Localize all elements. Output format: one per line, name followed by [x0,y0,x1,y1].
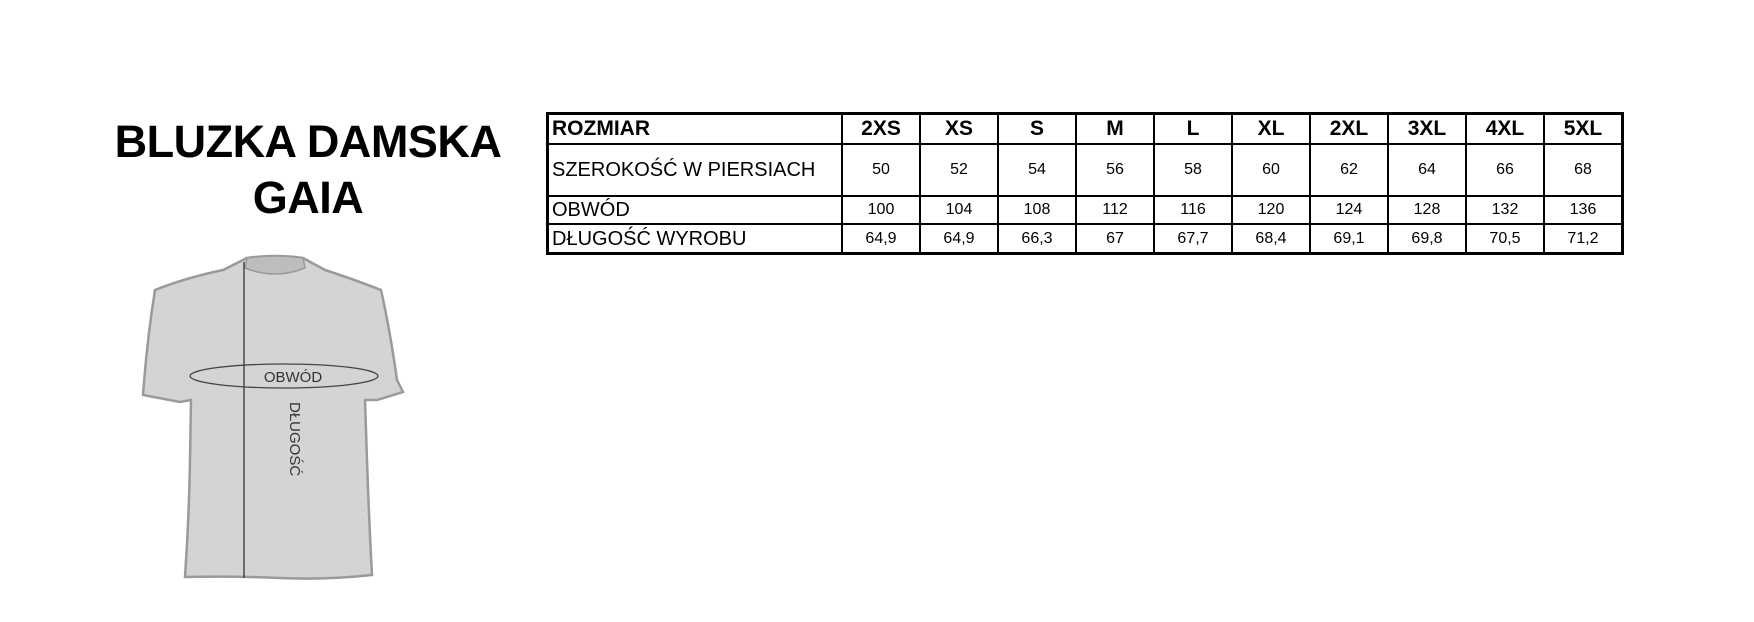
cell: 104 [919,195,999,225]
cell: 132 [1465,195,1545,225]
girth-label: OBWÓD [264,369,322,386]
size-header: 5XL [1543,112,1624,145]
cell: 124 [1309,195,1389,225]
cell: 50 [841,143,921,197]
size-table: ROZMIAR 2XS XS S M L XL 2XL 3XL 4XL 5XL … [546,112,1624,255]
table-row: OBWÓD 100 104 108 112 116 120 124 128 13… [546,195,1624,225]
cell: 108 [997,195,1077,225]
table-row: DŁUGOŚĆ WYROBU 64,9 64,9 66,3 67 67,7 68… [546,223,1624,255]
cell: 64,9 [841,223,921,255]
row-label: SZEROKOŚĆ W PIERSIACH [546,143,843,197]
size-header: M [1075,112,1155,145]
cell: 68 [1543,143,1624,197]
cell: 128 [1387,195,1467,225]
cell: 52 [919,143,999,197]
size-header: 3XL [1387,112,1467,145]
cell: 116 [1153,195,1233,225]
cell: 64 [1387,143,1467,197]
product-title: BLUZKA DAMSKA GAIA [98,114,518,226]
cell: 60 [1231,143,1311,197]
cell: 58 [1153,143,1233,197]
cell: 62 [1309,143,1389,197]
tshirt-diagram: OBWÓD DŁUGOŚĆ [141,254,405,580]
size-header: 2XL [1309,112,1389,145]
row-label: DŁUGOŚĆ WYROBU [546,223,843,255]
row-label: OBWÓD [546,195,843,225]
cell: 70,5 [1465,223,1545,255]
length-label: DŁUGOŚĆ [286,402,304,476]
table-header-row: ROZMIAR 2XS XS S M L XL 2XL 3XL 4XL 5XL [546,112,1624,145]
size-header: XL [1231,112,1311,145]
title-line-1: BLUZKA DAMSKA [114,116,502,167]
cell: 66,3 [997,223,1077,255]
cell: 69,1 [1309,223,1389,255]
size-header: L [1153,112,1233,145]
cell: 69,8 [1387,223,1467,255]
collar [244,255,306,275]
cell: 67,7 [1153,223,1233,255]
cell: 120 [1231,195,1311,225]
cell: 100 [841,195,921,225]
table-row: SZEROKOŚĆ W PIERSIACH 50 52 54 56 58 60 … [546,143,1624,197]
size-header: 4XL [1465,112,1545,145]
cell: 68,4 [1231,223,1311,255]
header-label: ROZMIAR [546,112,843,145]
cell: 56 [1075,143,1155,197]
cell: 112 [1075,195,1155,225]
tshirt-shape [141,254,405,580]
cell: 66 [1465,143,1545,197]
size-header: S [997,112,1077,145]
size-header: 2XS [841,112,921,145]
cell: 64,9 [919,223,999,255]
size-header: XS [919,112,999,145]
cell: 71,2 [1543,223,1624,255]
cell: 54 [997,143,1077,197]
title-line-2: GAIA [252,172,364,223]
girth-ellipse [189,363,379,389]
cell: 136 [1543,195,1624,225]
cell: 67 [1075,223,1155,255]
